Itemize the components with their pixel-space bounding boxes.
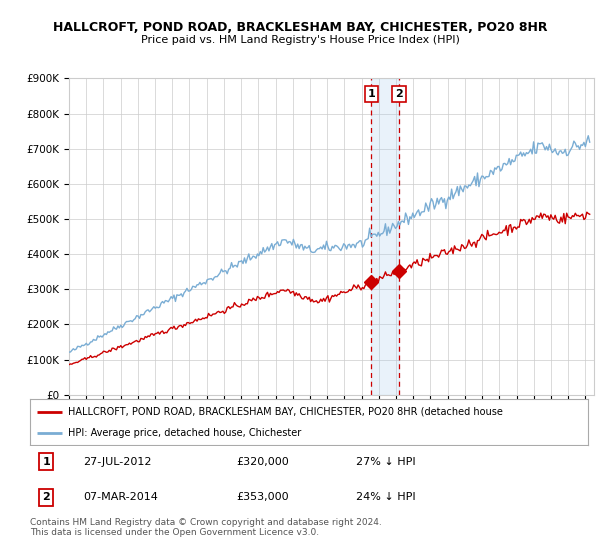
Text: 27% ↓ HPI: 27% ↓ HPI — [356, 456, 416, 466]
Text: 1: 1 — [42, 456, 50, 466]
Text: 07-MAR-2014: 07-MAR-2014 — [83, 492, 158, 502]
Text: 1: 1 — [368, 89, 376, 99]
Text: £353,000: £353,000 — [236, 492, 289, 502]
Text: 24% ↓ HPI: 24% ↓ HPI — [356, 492, 416, 502]
Text: Price paid vs. HM Land Registry's House Price Index (HPI): Price paid vs. HM Land Registry's House … — [140, 35, 460, 45]
Text: HPI: Average price, detached house, Chichester: HPI: Average price, detached house, Chic… — [68, 428, 301, 438]
Text: Contains HM Land Registry data © Crown copyright and database right 2024.
This d: Contains HM Land Registry data © Crown c… — [30, 518, 382, 538]
Bar — [371, 78, 399, 395]
Text: HALLCROFT, POND ROAD, BRACKLESHAM BAY, CHICHESTER, PO20 8HR: HALLCROFT, POND ROAD, BRACKLESHAM BAY, C… — [53, 21, 547, 34]
Text: 2: 2 — [42, 492, 50, 502]
Text: 2: 2 — [395, 89, 403, 99]
Text: 27-JUL-2012: 27-JUL-2012 — [83, 456, 152, 466]
Text: HALLCROFT, POND ROAD, BRACKLESHAM BAY, CHICHESTER, PO20 8HR (detached house: HALLCROFT, POND ROAD, BRACKLESHAM BAY, C… — [68, 407, 503, 417]
Text: £320,000: £320,000 — [236, 456, 289, 466]
